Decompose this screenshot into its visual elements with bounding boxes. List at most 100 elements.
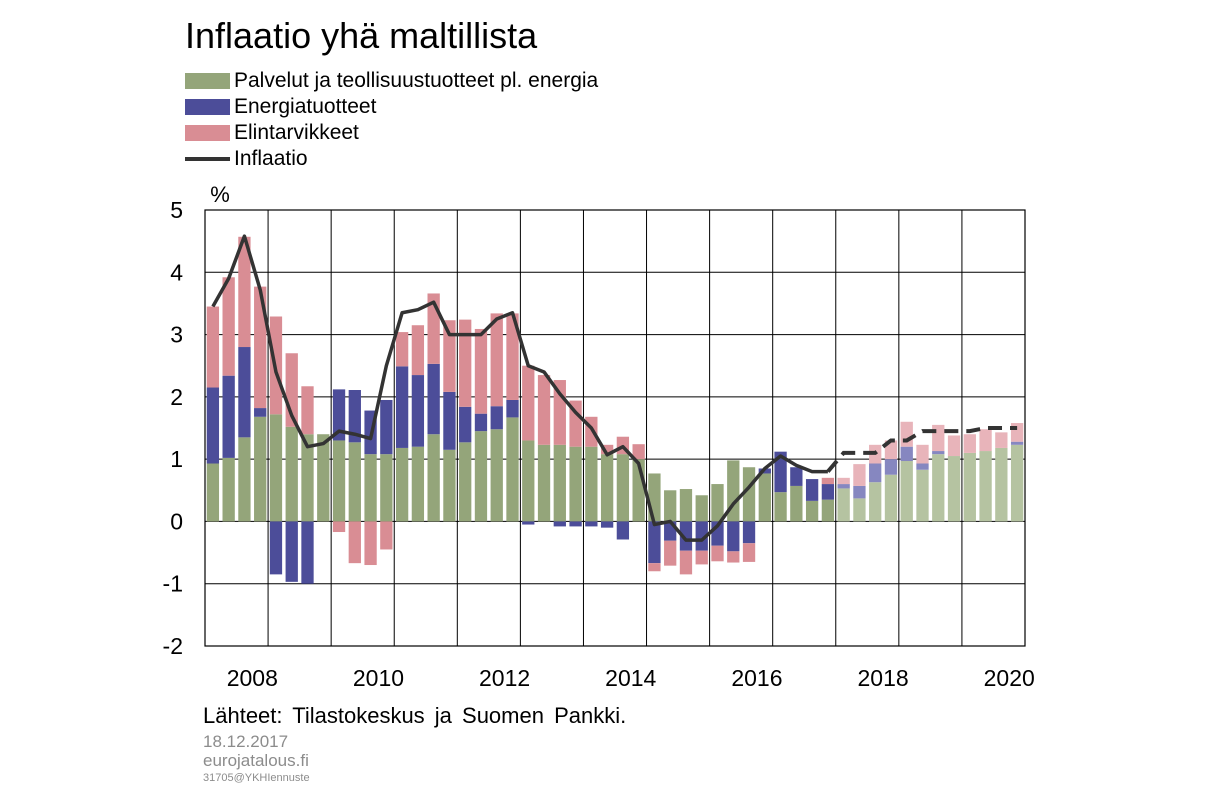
- x-tick-label: 2020: [984, 665, 1035, 691]
- bar-food: [364, 521, 377, 566]
- bar-food: [679, 550, 693, 575]
- y-tick-label: 1: [170, 446, 183, 472]
- bar-services: [679, 489, 693, 522]
- bar-energy: [522, 521, 535, 525]
- x-tick-label: 2014: [605, 665, 656, 691]
- legend-swatch-energy: [185, 99, 230, 115]
- bar-services: [474, 431, 488, 522]
- bar-services: [664, 490, 677, 522]
- bar-services: [695, 495, 708, 522]
- bar-food: [474, 328, 488, 414]
- bar-services: [553, 444, 566, 522]
- bar-food: [380, 521, 393, 550]
- bar-energy: [727, 521, 740, 552]
- bar-energy: [869, 463, 882, 483]
- y-tick-label: 4: [170, 259, 183, 285]
- bar-food: [443, 320, 456, 392]
- bar-energy: [790, 467, 803, 486]
- x-tick-label: 2016: [731, 665, 782, 691]
- bar-energy: [269, 521, 283, 575]
- bar-food: [979, 429, 992, 452]
- bar-food: [301, 386, 314, 435]
- bar-energy: [490, 406, 503, 430]
- legend-label-energy: Energiatuotteet: [234, 95, 377, 118]
- bar-services: [790, 485, 803, 522]
- bar-food: [206, 306, 220, 388]
- bar-energy: [742, 521, 756, 544]
- y-tick-label: 5: [170, 197, 183, 223]
- bar-energy: [679, 521, 693, 551]
- bar-energy: [348, 390, 361, 443]
- bar-food: [947, 435, 961, 457]
- bar-food: [411, 325, 425, 376]
- y-tick-label: 2: [170, 384, 183, 410]
- bar-services: [222, 457, 235, 522]
- bar-food: [238, 236, 251, 348]
- bar-services: [742, 467, 756, 522]
- bar-energy: [884, 459, 898, 475]
- y-tick-label: -2: [163, 633, 183, 659]
- bar-services: [616, 454, 630, 522]
- x-tick-label: 2012: [479, 665, 530, 691]
- bar-energy: [821, 484, 835, 500]
- bar-services: [884, 474, 898, 522]
- bar-energy: [206, 387, 220, 464]
- legend-label-food: Elintarvikkeet: [234, 121, 359, 144]
- bar-food: [664, 540, 677, 566]
- bar-food: [648, 563, 661, 572]
- bar-services: [427, 434, 440, 522]
- bar-energy: [695, 521, 708, 551]
- bar-services: [963, 452, 976, 522]
- bar-energy: [900, 446, 913, 462]
- bar-food: [837, 477, 850, 485]
- bar-services: [900, 461, 913, 522]
- y-tick-label: 0: [170, 508, 183, 534]
- bar-services: [537, 444, 551, 522]
- bar-services: [254, 416, 267, 522]
- bar-food: [932, 424, 945, 452]
- bar-energy: [774, 451, 787, 493]
- legend-label-inflation: Inflaatio: [234, 147, 308, 170]
- bar-services: [932, 454, 945, 522]
- bar-services: [443, 449, 456, 522]
- bar-energy: [285, 521, 298, 582]
- bar-services: [774, 492, 787, 522]
- bar-services: [395, 447, 409, 522]
- bar-food: [222, 277, 235, 376]
- legend-label-services: Palvelut ja teollisuustuotteet pl. energ…: [234, 69, 599, 92]
- bar-food: [742, 543, 756, 562]
- bar-services: [348, 442, 361, 522]
- legend-item-food: Elintarvikkeet: [185, 120, 598, 146]
- legend-item-energy: Energiatuotteet: [185, 94, 598, 120]
- bar-energy: [805, 479, 819, 501]
- bar-food: [490, 313, 503, 407]
- bar-energy: [916, 463, 929, 470]
- y-tick-label: -1: [163, 571, 183, 597]
- bar-energy: [332, 389, 346, 441]
- site-label: eurojatalous.fi: [203, 751, 309, 770]
- bar-services: [317, 434, 330, 522]
- bar-services: [506, 417, 519, 522]
- legend-item-services: Palvelut ja teollisuustuotteet pl. energ…: [185, 68, 598, 94]
- bar-services: [1010, 444, 1024, 522]
- bar-services: [821, 499, 835, 522]
- bar-energy: [459, 406, 472, 443]
- y-tick-label: 3: [170, 322, 183, 348]
- x-tick-label: 2018: [857, 665, 908, 691]
- bar-food: [569, 400, 582, 447]
- bar-energy: [1010, 441, 1024, 445]
- bar-energy: [616, 521, 630, 540]
- bar-services: [459, 442, 472, 522]
- bar-services: [490, 429, 503, 522]
- bar-energy: [222, 375, 235, 458]
- bar-energy: [569, 521, 582, 527]
- bar-food: [506, 313, 519, 400]
- chart-legend: Palvelut ja teollisuustuotteet pl. energ…: [185, 68, 598, 172]
- x-tick-label: 2008: [227, 665, 278, 691]
- bar-food: [963, 434, 976, 453]
- source-note: Lähteet: Tilastokeskus ja Suomen Pankki.: [203, 703, 627, 728]
- publish-date: 18.12.2017: [203, 732, 289, 751]
- bar-food: [900, 421, 913, 447]
- bar-services: [269, 414, 283, 522]
- bar-food: [459, 319, 472, 407]
